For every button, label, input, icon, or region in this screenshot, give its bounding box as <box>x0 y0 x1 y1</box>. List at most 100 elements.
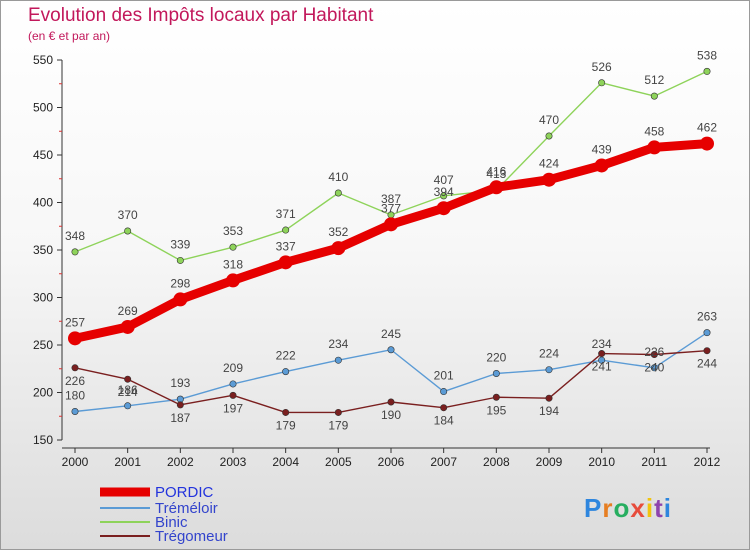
data-point <box>440 404 448 412</box>
data-label: 179 <box>328 418 348 432</box>
logo-letter: i <box>645 493 655 523</box>
data-label: 371 <box>276 207 296 221</box>
data-label: 424 <box>539 157 559 171</box>
data-label: 241 <box>592 360 612 374</box>
data-label: 407 <box>434 173 454 187</box>
y-tick-label: 200 <box>33 386 53 400</box>
data-label: 226 <box>65 374 85 388</box>
proxiti-logo: Proxiti <box>584 493 672 524</box>
data-label: 353 <box>223 224 243 238</box>
data-point <box>124 375 132 383</box>
legend-label-Tréméloir: Tréméloir <box>155 500 218 517</box>
data-point <box>650 92 658 100</box>
data-point <box>440 388 448 396</box>
data-label: 318 <box>223 257 243 271</box>
x-tick-label: 2003 <box>220 455 247 469</box>
legend-label-PORDIC: PORDIC <box>155 484 214 501</box>
data-point <box>542 172 556 187</box>
data-point <box>226 273 240 288</box>
data-label: 214 <box>118 385 138 399</box>
data-point <box>545 394 553 402</box>
logo-letter: i <box>663 493 672 523</box>
data-point <box>436 201 451 216</box>
data-label: 224 <box>539 347 559 361</box>
data-label: 439 <box>592 142 612 156</box>
data-point <box>440 192 448 200</box>
y-tick-label: 150 <box>33 433 53 447</box>
y-tick-label: 450 <box>33 148 53 162</box>
data-point <box>229 391 237 399</box>
data-point <box>229 380 237 388</box>
data-label: 377 <box>381 201 401 215</box>
data-label: 470 <box>539 113 559 127</box>
x-tick-label: 2005 <box>325 455 352 469</box>
data-point <box>120 319 135 334</box>
data-label: 370 <box>118 208 138 222</box>
data-label: 220 <box>486 351 506 365</box>
x-tick-label: 2002 <box>167 455 194 469</box>
data-label: 387 <box>381 192 401 206</box>
x-tick-label: 2012 <box>694 455 721 469</box>
data-point <box>703 329 711 337</box>
data-point <box>334 408 342 416</box>
data-point <box>176 401 184 409</box>
data-point <box>545 366 553 374</box>
data-point <box>124 227 132 235</box>
y-tick-label: 500 <box>33 101 53 115</box>
data-point <box>387 398 395 406</box>
data-label: 226 <box>644 345 664 359</box>
data-point <box>700 136 714 151</box>
data-point <box>703 67 711 75</box>
data-label: 179 <box>276 418 296 432</box>
data-label: 186 <box>118 383 138 397</box>
chart-subtitle: (en € et par an) <box>28 29 111 43</box>
data-label: 263 <box>697 310 717 324</box>
data-label: 234 <box>328 337 348 351</box>
data-point <box>282 368 290 376</box>
data-point <box>71 407 79 415</box>
x-tick-label: 2006 <box>378 455 405 469</box>
y-tick-label: 350 <box>33 243 53 257</box>
chart-title: Evolution des Impôts locaux par Habitant <box>28 5 374 26</box>
data-point <box>334 189 342 197</box>
data-point <box>176 256 184 264</box>
data-label: 512 <box>644 73 664 87</box>
data-label: 184 <box>434 414 454 428</box>
data-label: 337 <box>276 239 296 253</box>
x-tick-label: 2011 <box>641 455 667 469</box>
y-tick-label: 300 <box>33 291 53 305</box>
data-label: 190 <box>381 408 401 422</box>
data-point <box>71 248 79 256</box>
data-point <box>278 255 293 270</box>
y-tick-label: 550 <box>33 53 53 67</box>
logo-letter: P <box>584 493 603 523</box>
x-tick-label: 2010 <box>588 455 615 469</box>
x-tick-label: 2009 <box>536 455 563 469</box>
data-label: 193 <box>170 376 190 390</box>
data-point <box>68 331 82 346</box>
data-point <box>71 364 79 372</box>
data-label: 269 <box>118 304 138 318</box>
data-point <box>492 393 500 401</box>
data-label: 413 <box>486 167 506 181</box>
data-label: 410 <box>328 170 348 184</box>
data-label: 195 <box>486 403 506 417</box>
data-point <box>545 132 553 140</box>
data-label: 180 <box>65 389 85 403</box>
data-label: 234 <box>592 337 612 351</box>
legend-label-Binic: Binic <box>155 514 188 531</box>
x-tick-label: 2001 <box>114 455 141 469</box>
x-tick-label: 2008 <box>483 455 510 469</box>
data-label: 298 <box>170 276 190 290</box>
data-label: 352 <box>328 225 348 239</box>
data-point <box>598 79 606 87</box>
data-point <box>387 346 395 354</box>
data-point <box>489 180 504 195</box>
data-label: 339 <box>170 237 190 251</box>
logo-letter: x <box>630 493 646 523</box>
data-label: 201 <box>434 369 454 383</box>
data-point <box>384 217 398 232</box>
data-label: 222 <box>276 349 296 363</box>
data-label: 538 <box>697 48 717 62</box>
